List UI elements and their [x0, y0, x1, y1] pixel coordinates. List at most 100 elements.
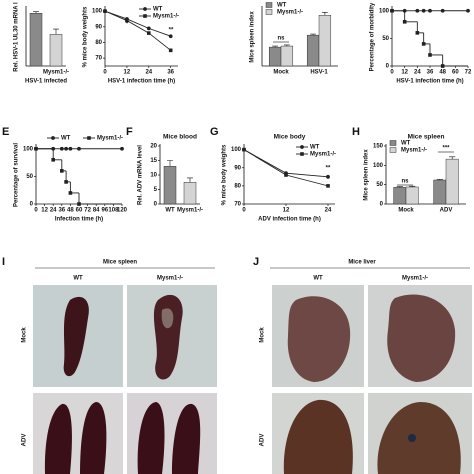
x-axis-label: ADV infection time (h): [258, 217, 321, 223]
marker: [77, 146, 81, 151]
bar: [405, 186, 419, 205]
x-tick-label: 24: [325, 208, 332, 214]
error-bar: [187, 177, 193, 183]
annotation: **: [169, 28, 174, 34]
photo-title: Mice liver: [348, 260, 376, 266]
marker: [51, 158, 55, 162]
marker: [390, 8, 394, 13]
row-label: ADV: [260, 434, 266, 447]
marker: [64, 180, 68, 184]
y-tick-label: 50: [382, 36, 389, 42]
y-tick-label: 80: [234, 183, 241, 189]
legend-swatch: [265, 2, 273, 8]
row-label: Mock: [22, 327, 28, 343]
error-bar: [272, 45, 279, 48]
x-axis-label: HSV-1 infection time (h): [396, 79, 463, 85]
error-bar: [449, 156, 456, 160]
chart-title: Mice blood: [163, 134, 197, 141]
marker: [34, 146, 38, 151]
x-tick-label: 72: [84, 208, 91, 214]
organ-detail: [161, 308, 174, 329]
legend-label: Mysm1-/-: [277, 10, 303, 16]
marker: [428, 53, 432, 57]
organ: [283, 399, 353, 474]
marker: [87, 136, 91, 140]
x-tick-label: 60: [452, 70, 459, 76]
marker: [60, 169, 64, 173]
x-tick-label: Mock: [398, 208, 414, 214]
error-bar: [409, 185, 416, 187]
y-tick-label: 70: [95, 56, 102, 62]
error-bar: [33, 11, 39, 14]
bar: [49, 34, 63, 67]
line: [104, 10, 171, 51]
y-axis-label: % mice body weights: [83, 6, 89, 67]
photo-panel: I Mice spleen WT Mysm1-/- Mock ADV: [2, 256, 217, 474]
row-label: ADV: [22, 434, 28, 447]
x-tick-label: 0: [103, 70, 107, 76]
marker: [68, 191, 73, 195]
marker: [59, 146, 64, 151]
x-tick-label: 60: [76, 208, 83, 214]
bar: [433, 179, 447, 205]
y-tick-label: 90: [234, 165, 241, 171]
x-tick-label: 0: [390, 70, 394, 76]
marker: [143, 14, 147, 18]
x-tick-label: HSV-1: [310, 70, 328, 76]
bar: [183, 182, 197, 205]
marker: [440, 8, 445, 13]
x-tick-label: 24: [145, 70, 152, 76]
x-tick-label: 0: [34, 208, 38, 214]
legend-label: WT: [153, 7, 163, 13]
annotation: **: [326, 166, 331, 172]
y-axis-label: Percentage of morbidity: [370, 2, 376, 71]
x-tick-label: 48: [439, 70, 446, 76]
organ: [63, 296, 89, 377]
photo-title: Mice spleen: [103, 260, 137, 266]
marker: [428, 8, 432, 13]
bar: [318, 15, 332, 67]
x-tick-label: 24: [50, 208, 57, 214]
marker: [168, 48, 173, 53]
y-tick-label: 50: [26, 174, 33, 180]
marker: [77, 202, 81, 206]
x-tick-label: Mock: [273, 70, 289, 76]
legend-swatch: [389, 140, 397, 146]
y-tick-label: 100: [373, 163, 384, 169]
y-tick-label: 5: [154, 187, 158, 193]
marker: [125, 18, 129, 23]
row-label: Mock: [260, 327, 266, 343]
y-tick-label: 70: [234, 202, 241, 208]
error-bar: [53, 28, 59, 35]
legend-label: Mysm1-/-: [153, 14, 179, 20]
y-tick-label: 50: [376, 182, 383, 188]
x-tick-label: 84: [93, 208, 100, 214]
marker: [64, 146, 68, 151]
panel-letter: J: [253, 256, 259, 268]
x-tick-label: 108: [108, 208, 119, 214]
marker: [300, 152, 304, 156]
marker: [120, 146, 124, 151]
error-bar: [283, 44, 290, 47]
legend-label: WT: [310, 145, 320, 151]
marker: [421, 8, 426, 13]
y-tick-label: 0: [386, 64, 390, 70]
x-tick-label: Mysm1-/-: [43, 70, 69, 76]
marker: [440, 64, 445, 68]
annotation: ns: [401, 179, 409, 185]
panel-letter: F: [126, 126, 133, 138]
y-tick-label: 15: [150, 158, 157, 164]
y-tick-label: 80: [95, 40, 102, 46]
organ: [377, 402, 461, 474]
marker: [68, 146, 73, 151]
marker: [326, 174, 330, 179]
y-axis-label: Rel. ADV mRNA level: [138, 145, 144, 205]
legend-label: Mysm1-/-: [310, 152, 336, 158]
organ: [387, 294, 456, 382]
x-tick-label: 12: [41, 208, 48, 214]
marker: [146, 26, 151, 31]
error-bar: [321, 12, 328, 16]
x-tick-label: 0: [242, 208, 246, 214]
panel-letter: E: [2, 126, 9, 138]
annotation: ***: [442, 146, 450, 152]
